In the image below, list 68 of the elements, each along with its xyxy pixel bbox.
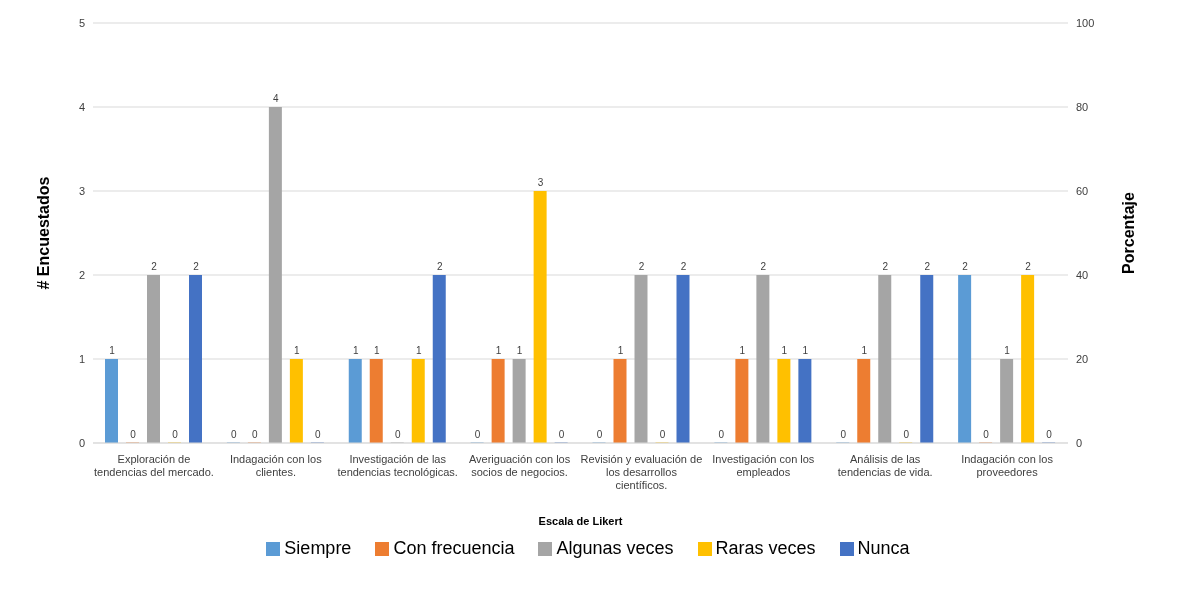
data-label: 0 xyxy=(394,429,401,440)
y-tick-label: 5 xyxy=(78,16,85,29)
x-tick-label: Indagación con los proveedores xyxy=(961,453,1054,478)
data-label: 2 xyxy=(638,261,645,272)
data-label: 3 xyxy=(537,177,544,188)
x-axis-title: Escala de Likert xyxy=(538,515,623,527)
y2-tick-label: 40 xyxy=(1076,268,1089,281)
y-tick-label: 4 xyxy=(78,100,85,113)
y-axis-title: # Encuestados xyxy=(34,176,52,290)
legend-label: Raras veces xyxy=(714,538,816,559)
data-label: 1 xyxy=(861,345,868,356)
x-tick-label: Revisión y evaluación de los desarrollos científicos. xyxy=(580,453,703,491)
data-label: 2 xyxy=(882,261,889,272)
y2-tick-label: 20 xyxy=(1076,352,1089,365)
y2-tick-label: 60 xyxy=(1076,184,1089,197)
data-label: 2 xyxy=(962,261,969,272)
data-label: 0 xyxy=(983,429,990,440)
data-label: 2 xyxy=(436,261,443,272)
legend-label: Con frecuencia xyxy=(392,538,515,559)
data-label: 2 xyxy=(1025,261,1032,272)
y-tick-label: 2 xyxy=(78,268,85,281)
data-label: 1 xyxy=(352,345,359,356)
y2-tick-label: 100 xyxy=(1076,16,1095,29)
x-tick-label: Averiguación con los socios de negocios. xyxy=(468,453,571,478)
x-tick-label: Indagación con los clientes. xyxy=(229,453,323,478)
y-tick-label: 3 xyxy=(78,184,85,197)
data-label: 0 xyxy=(315,429,322,440)
data-label: 1 xyxy=(294,345,301,356)
data-label: 2 xyxy=(924,261,931,272)
data-label: 1 xyxy=(1004,345,1011,356)
y-tick-label: 1 xyxy=(78,352,85,365)
data-label: 0 xyxy=(252,429,259,440)
data-label: 0 xyxy=(172,429,179,440)
data-label: 2 xyxy=(760,261,767,272)
data-label: 0 xyxy=(130,429,137,440)
x-tick-label: Análisis de las tendencias de vida. xyxy=(837,453,933,478)
data-label: 4 xyxy=(273,93,280,104)
legend-label: Siempre xyxy=(283,538,352,559)
data-label: 1 xyxy=(802,345,809,356)
y2-tick-label: 80 xyxy=(1076,100,1089,113)
data-label: 0 xyxy=(718,429,725,440)
data-label: 2 xyxy=(151,261,158,272)
data-label: 0 xyxy=(903,429,910,440)
data-label: 0 xyxy=(659,429,666,440)
data-label: 0 xyxy=(231,429,238,440)
data-label: 2 xyxy=(680,261,687,272)
data-label: 2 xyxy=(193,261,200,272)
x-tick-label: Investigación de las tendencias tecnológicas. xyxy=(337,453,458,478)
x-tick-label: Investigación con los empleados xyxy=(712,453,815,478)
data-label: 1 xyxy=(739,345,746,356)
data-label: 0 xyxy=(596,429,603,440)
data-label: 1 xyxy=(617,345,624,356)
data-label: 1 xyxy=(109,345,116,356)
data-label: 1 xyxy=(781,345,788,356)
data-label: 0 xyxy=(840,429,847,440)
data-label: 1 xyxy=(415,345,422,356)
x-tick-label: Exploración de tendencias del mercado. xyxy=(94,453,214,478)
data-label: 1 xyxy=(495,345,502,356)
data-label: 1 xyxy=(373,345,380,356)
y2-axis-title: Porcentaje xyxy=(1119,191,1137,274)
data-label: 0 xyxy=(474,429,481,440)
legend-label: Algunas veces xyxy=(555,538,674,559)
y2-tick-label: 0 xyxy=(1076,436,1083,449)
data-label: 0 xyxy=(1046,429,1053,440)
legend-label: Nunca xyxy=(856,538,910,559)
data-label: 1 xyxy=(516,345,523,356)
data-label: 0 xyxy=(558,429,565,440)
y-tick-label: 0 xyxy=(78,436,85,449)
